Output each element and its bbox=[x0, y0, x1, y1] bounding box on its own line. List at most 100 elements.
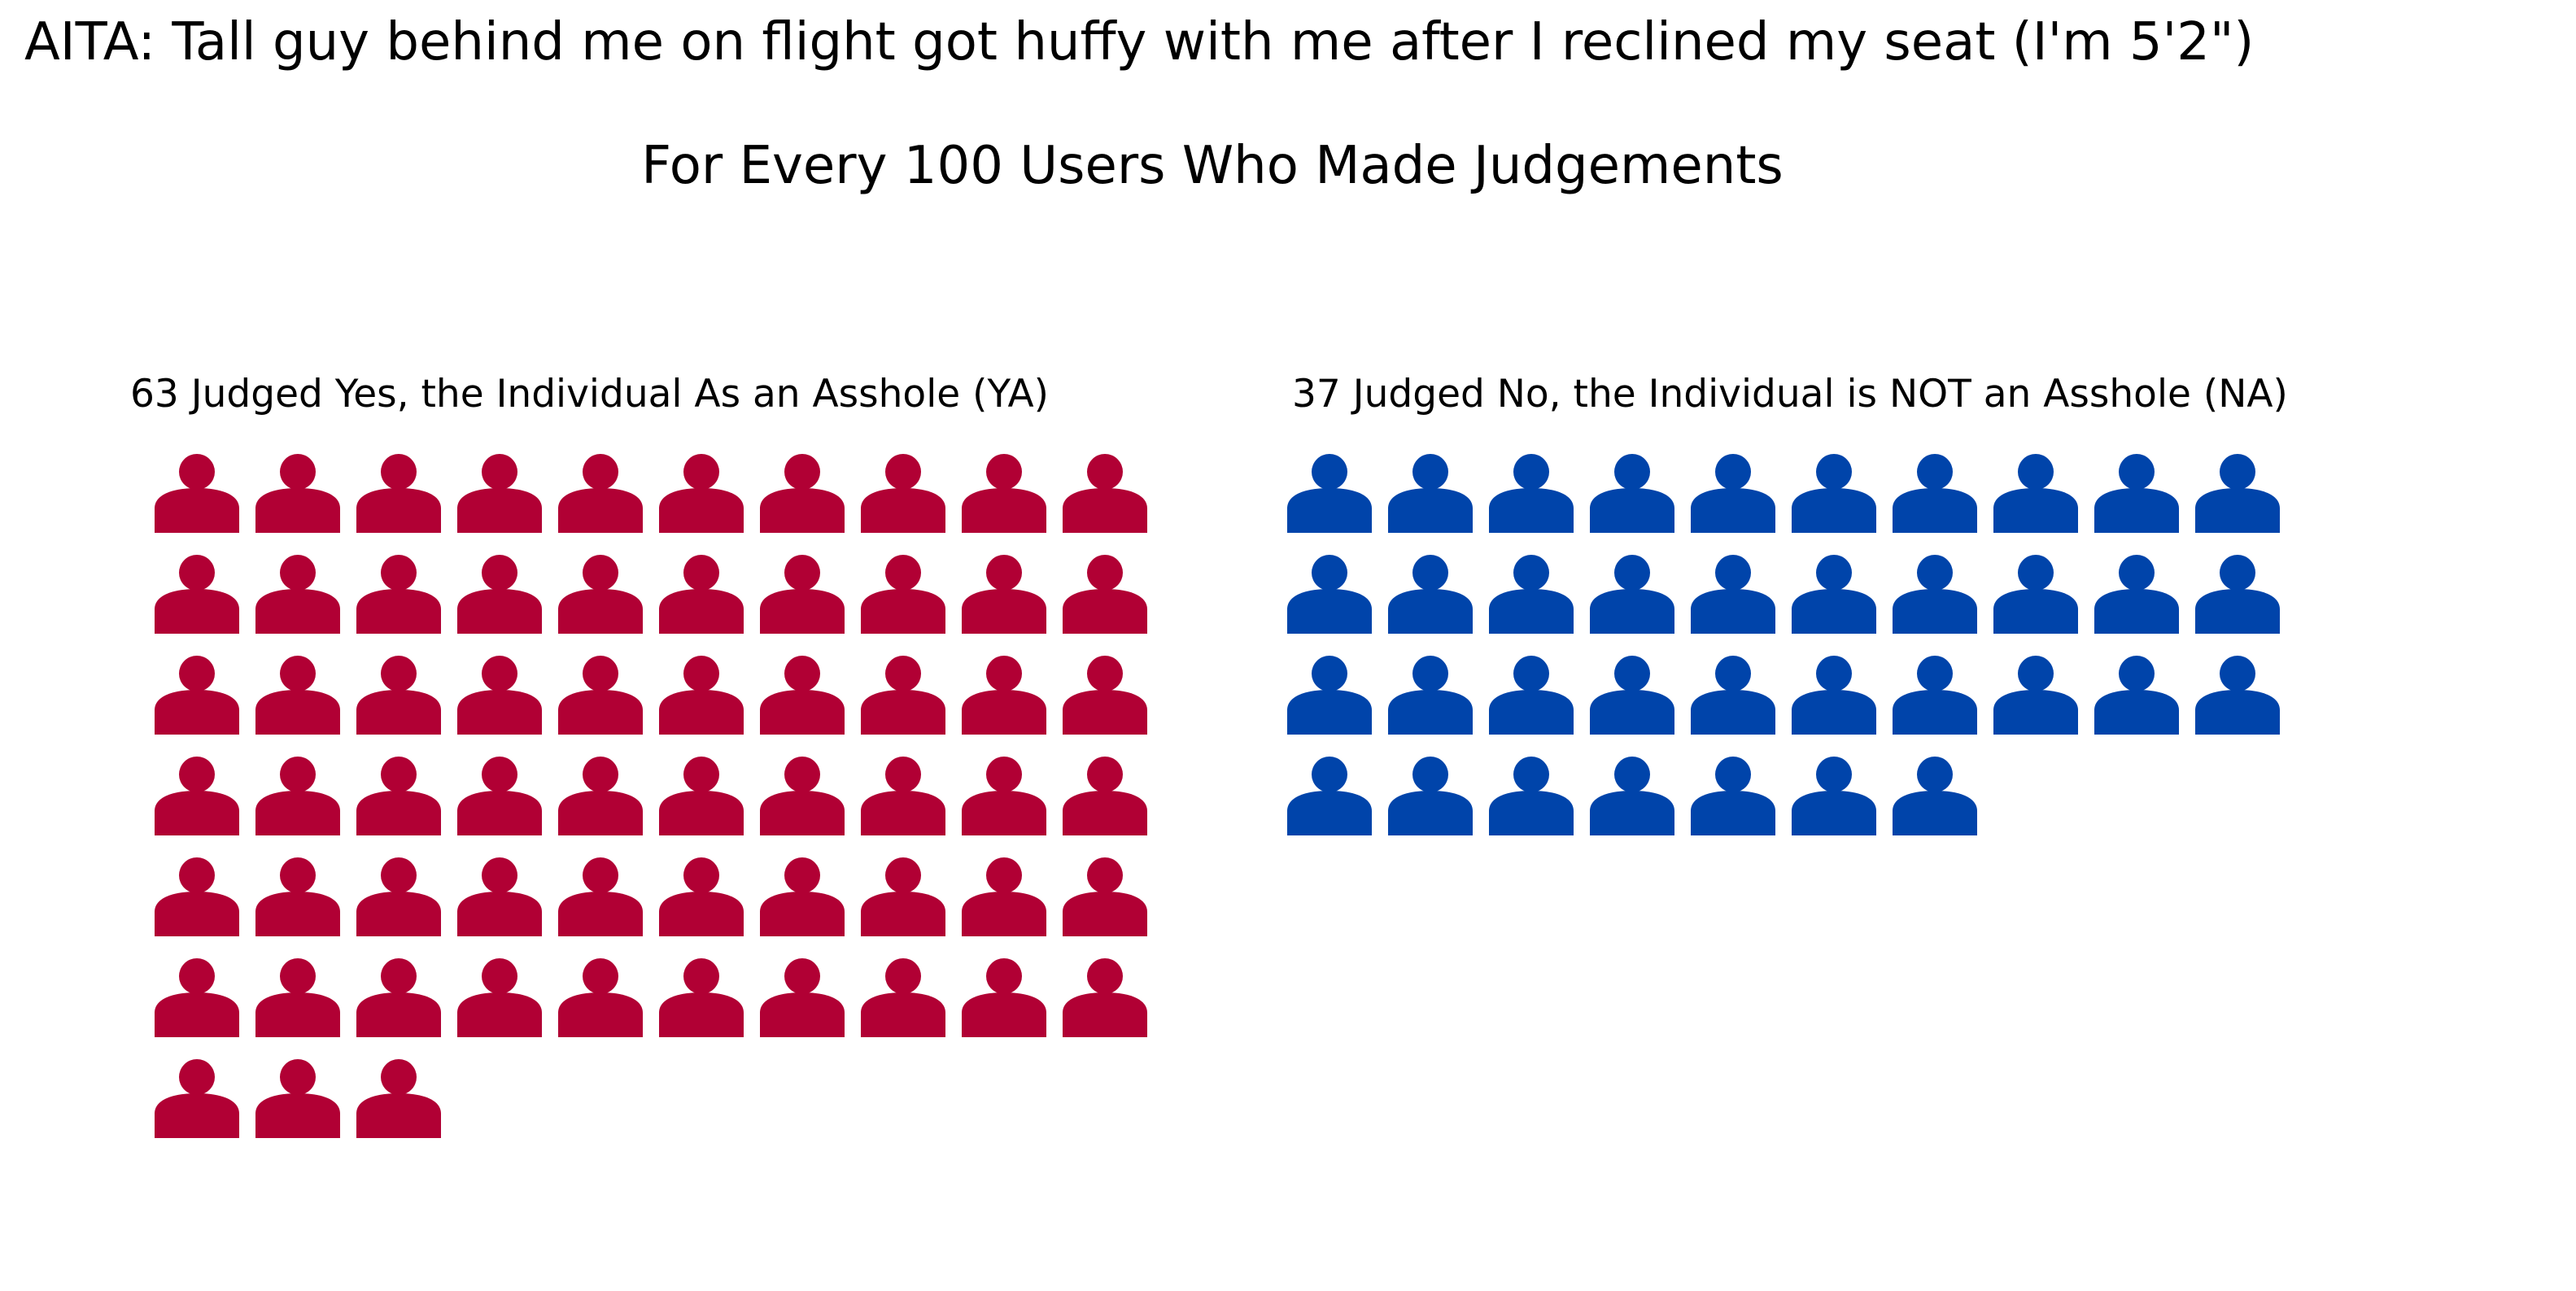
ya-person-icon bbox=[255, 555, 340, 634]
na-person-icon bbox=[1287, 454, 1372, 533]
na-person-icon bbox=[1993, 454, 2078, 533]
na-person-icon bbox=[2195, 454, 2280, 533]
ya-person-icon bbox=[356, 555, 441, 634]
ya-person-icon bbox=[1063, 857, 1147, 936]
na-person-icon bbox=[1691, 757, 1775, 835]
ya-person-icon bbox=[1063, 656, 1147, 735]
ya-panel-title: 63 Judged Yes, the Individual As an Assh… bbox=[130, 372, 1049, 417]
ya-person-icon bbox=[457, 958, 542, 1037]
ya-person-icon bbox=[155, 757, 239, 835]
na-person-icon bbox=[1489, 757, 1574, 835]
ya-person-icon bbox=[255, 757, 340, 835]
na-person-icon bbox=[1388, 656, 1473, 735]
ya-person-icon bbox=[659, 555, 744, 634]
na-person-icon bbox=[2094, 454, 2179, 533]
na-person-icon bbox=[1590, 656, 1674, 735]
ya-person-icon bbox=[255, 958, 340, 1037]
ya-person-icon bbox=[659, 857, 744, 936]
ya-person-icon bbox=[760, 555, 845, 634]
na-person-icon bbox=[1893, 656, 1977, 735]
ya-person-icon bbox=[1063, 454, 1147, 533]
na-person-icon bbox=[1287, 656, 1372, 735]
ya-person-icon bbox=[558, 857, 643, 936]
ya-person-icon bbox=[155, 454, 239, 533]
ya-person-icon bbox=[659, 958, 744, 1037]
ya-person-icon bbox=[457, 656, 542, 735]
ya-person-icon bbox=[155, 857, 239, 936]
na-person-icon bbox=[1590, 757, 1674, 835]
na-person-icon bbox=[1489, 555, 1574, 634]
ya-person-icon bbox=[1063, 958, 1147, 1037]
ya-person-icon bbox=[558, 757, 643, 835]
ya-person-icon bbox=[861, 454, 945, 533]
ya-person-icon bbox=[457, 555, 542, 634]
na-person-icon bbox=[1691, 454, 1775, 533]
na-person-icon bbox=[2195, 656, 2280, 735]
ya-person-icon bbox=[861, 857, 945, 936]
ya-person-icon bbox=[659, 454, 744, 533]
na-person-icon bbox=[1590, 555, 1674, 634]
na-person-icon bbox=[1893, 555, 1977, 634]
ya-person-icon bbox=[457, 857, 542, 936]
ya-person-icon bbox=[155, 958, 239, 1037]
ya-person-icon bbox=[558, 454, 643, 533]
ya-person-icon bbox=[861, 656, 945, 735]
na-person-icon bbox=[1792, 656, 1876, 735]
na-panel-title: 37 Judged No, the Individual is NOT an A… bbox=[1292, 372, 2288, 417]
ya-person-icon bbox=[1063, 555, 1147, 634]
ya-person-icon bbox=[558, 555, 643, 634]
ya-person-icon bbox=[962, 555, 1046, 634]
ya-person-icon bbox=[356, 454, 441, 533]
na-person-icon bbox=[1993, 555, 2078, 634]
ya-person-icon bbox=[962, 757, 1046, 835]
ya-person-icon bbox=[962, 454, 1046, 533]
na-person-icon bbox=[1893, 757, 1977, 835]
na-person-icon bbox=[2195, 555, 2280, 634]
ya-person-icon bbox=[356, 857, 441, 936]
ya-person-icon bbox=[457, 454, 542, 533]
ya-person-icon bbox=[861, 958, 945, 1037]
ya-person-icon bbox=[760, 454, 845, 533]
na-person-icon bbox=[1792, 454, 1876, 533]
ya-person-icon bbox=[962, 958, 1046, 1037]
ya-person-icon bbox=[356, 1059, 441, 1138]
ya-person-icon bbox=[861, 757, 945, 835]
ya-person-icon bbox=[659, 656, 744, 735]
ya-person-icon bbox=[155, 656, 239, 735]
na-person-icon bbox=[1893, 454, 1977, 533]
ya-person-icon bbox=[155, 1059, 239, 1138]
ya-person-icon bbox=[356, 757, 441, 835]
ya-person-icon bbox=[356, 958, 441, 1037]
ya-person-icon bbox=[760, 958, 845, 1037]
na-person-icon bbox=[1489, 656, 1574, 735]
na-person-icon bbox=[1590, 454, 1674, 533]
ya-person-icon bbox=[155, 555, 239, 634]
ya-person-icon bbox=[760, 857, 845, 936]
ya-person-icon bbox=[962, 857, 1046, 936]
ya-person-icon bbox=[255, 857, 340, 936]
ya-person-icon bbox=[255, 454, 340, 533]
na-icon-grid bbox=[1287, 454, 2280, 835]
na-person-icon bbox=[1792, 555, 1876, 634]
na-person-icon bbox=[1691, 656, 1775, 735]
ya-person-icon bbox=[255, 656, 340, 735]
ya-person-icon bbox=[356, 656, 441, 735]
ya-person-icon bbox=[1063, 757, 1147, 835]
ya-person-icon bbox=[861, 555, 945, 634]
figure-subtitle: For Every 100 Users Who Made Judgements bbox=[641, 136, 1784, 196]
na-person-icon bbox=[1287, 555, 1372, 634]
na-person-icon bbox=[1287, 757, 1372, 835]
na-person-icon bbox=[1691, 555, 1775, 634]
ya-person-icon bbox=[255, 1059, 340, 1138]
na-person-icon bbox=[2094, 555, 2179, 634]
ya-person-icon bbox=[760, 757, 845, 835]
ya-icon-grid bbox=[155, 454, 1147, 1138]
ya-person-icon bbox=[457, 757, 542, 835]
na-person-icon bbox=[1489, 454, 1574, 533]
ya-person-icon bbox=[558, 656, 643, 735]
na-person-icon bbox=[1388, 757, 1473, 835]
ya-person-icon bbox=[962, 656, 1046, 735]
ya-person-icon bbox=[760, 656, 845, 735]
na-person-icon bbox=[1792, 757, 1876, 835]
